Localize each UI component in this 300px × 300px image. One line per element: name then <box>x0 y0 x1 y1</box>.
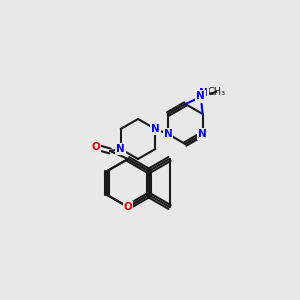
Text: N: N <box>151 124 160 134</box>
Text: N: N <box>116 144 125 154</box>
Text: CH₃: CH₃ <box>207 87 225 97</box>
Text: N: N <box>197 92 206 102</box>
Text: O: O <box>124 202 132 212</box>
Text: N: N <box>196 91 205 101</box>
Text: N: N <box>198 129 207 139</box>
Text: O: O <box>92 142 100 152</box>
Text: N: N <box>164 129 172 139</box>
Text: N: N <box>199 88 208 98</box>
